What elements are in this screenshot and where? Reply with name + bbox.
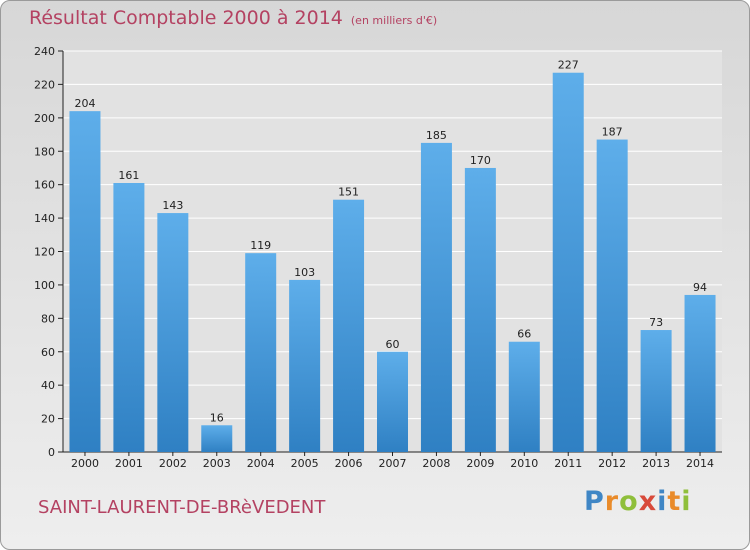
x-tick-label: 2012 — [598, 457, 626, 470]
y-tick-label: 100 — [34, 279, 55, 292]
x-tick-label: 2006 — [335, 457, 363, 470]
chart-title-text: Résultat Comptable 2000 à 2014 — [29, 7, 343, 29]
x-tick-label: 2005 — [291, 457, 319, 470]
bar-2008 — [420, 142, 452, 453]
y-tick-label: 80 — [41, 312, 55, 325]
x-tick-label: 2000 — [71, 457, 99, 470]
x-tick-label: 2002 — [159, 457, 187, 470]
y-tick-label: 160 — [34, 179, 55, 192]
bar-value-label: 151 — [338, 186, 359, 199]
bar-2009 — [464, 167, 496, 453]
x-tick-label: 2010 — [510, 457, 538, 470]
bar-value-label: 94 — [693, 281, 707, 294]
y-tick-label: 200 — [34, 112, 55, 125]
bar-value-label: 185 — [426, 129, 447, 142]
bar-2007 — [377, 351, 408, 452]
x-tick-label: 2008 — [422, 457, 450, 470]
bar-2006 — [333, 199, 365, 452]
y-tick-label: 140 — [34, 212, 55, 225]
bar-value-label: 161 — [118, 169, 139, 182]
x-tick-label: 2014 — [686, 457, 714, 470]
y-tick-label: 120 — [34, 246, 55, 259]
x-tick-label: 2013 — [642, 457, 670, 470]
bar-2002 — [157, 213, 189, 452]
bar-2001 — [113, 182, 145, 452]
bar-2004 — [245, 253, 277, 452]
bar-value-label: 73 — [649, 316, 663, 329]
bar-value-label: 204 — [74, 97, 95, 110]
y-tick-label: 220 — [34, 78, 55, 91]
y-tick-label: 0 — [48, 446, 55, 459]
x-tick-label: 2001 — [115, 457, 143, 470]
bar-value-label: 66 — [517, 328, 531, 341]
bar-2012 — [596, 139, 628, 452]
x-tick-label: 2011 — [554, 457, 582, 470]
bar-value-label: 119 — [250, 239, 271, 252]
bar-2014 — [684, 294, 716, 452]
bar-2003 — [201, 425, 233, 452]
commune-name: SAINT-LAURENT-DE-BRèVEDENT — [38, 497, 326, 518]
x-tick-label: 2007 — [379, 457, 407, 470]
bar-value-label: 227 — [558, 59, 579, 72]
y-tick-label: 40 — [41, 379, 55, 392]
y-tick-label: 20 — [41, 413, 55, 426]
x-tick-label: 2003 — [203, 457, 231, 470]
bar-value-label: 170 — [470, 154, 491, 167]
y-tick-label: 240 — [34, 45, 55, 58]
bar-value-label: 60 — [386, 338, 400, 351]
bar-2010 — [508, 341, 540, 452]
y-tick-label: 60 — [41, 346, 55, 359]
x-tick-label: 2004 — [247, 457, 275, 470]
bar-2011 — [552, 72, 584, 453]
proxiti-logo: Proxiti — [584, 486, 692, 517]
bar-value-label: 143 — [162, 199, 183, 212]
bar-value-label: 187 — [602, 126, 623, 139]
chart-unit-text: (en milliers d'€) — [350, 14, 438, 27]
bar-2005 — [289, 279, 321, 452]
x-tick-label: 2009 — [466, 457, 494, 470]
bar-value-label: 103 — [294, 266, 315, 279]
bar-value-label: 16 — [210, 411, 224, 424]
chart-title: Résultat Comptable 2000 à 2014 (en millie… — [29, 7, 437, 29]
bar-2013 — [640, 330, 672, 452]
y-tick-label: 180 — [34, 145, 55, 158]
bar-2000 — [69, 111, 101, 453]
